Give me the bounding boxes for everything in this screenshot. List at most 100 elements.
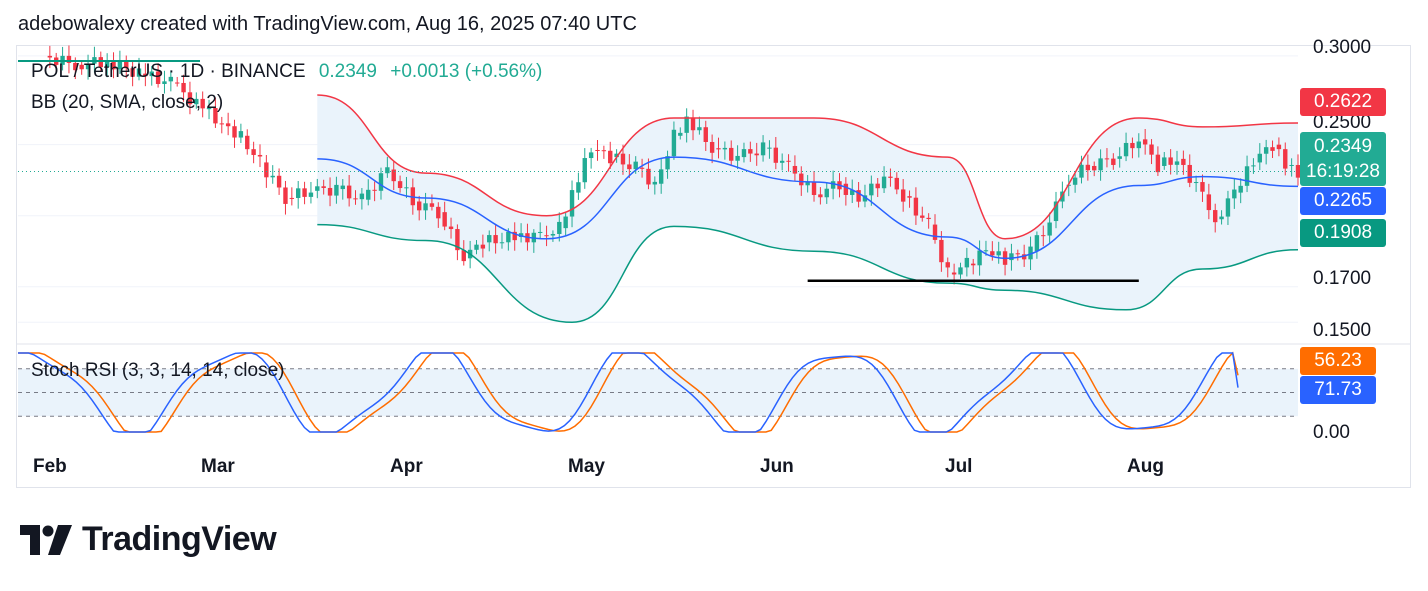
candle-body — [436, 206, 441, 219]
candle-body — [187, 92, 193, 105]
candle-body — [1232, 189, 1237, 199]
month-label-jun: Jun — [760, 456, 794, 477]
candle-body — [939, 239, 944, 263]
candle-body — [1244, 166, 1250, 186]
candle-body — [990, 251, 995, 256]
last-price-value: 0.2349 — [318, 61, 377, 82]
candle-body — [79, 64, 84, 70]
candle-body — [1130, 142, 1135, 149]
candle-body — [773, 147, 779, 163]
candle-body — [410, 187, 416, 206]
price-tick-3: 0.1500 — [1313, 320, 1372, 341]
candle-body — [455, 229, 460, 251]
candle-body — [372, 189, 377, 191]
candle-body — [270, 175, 275, 178]
candle-body — [181, 82, 186, 93]
bb-basis-badge: 0.2265 — [1300, 187, 1386, 215]
candle-body — [1225, 198, 1231, 217]
brand-name: TradingView — [82, 520, 277, 558]
candle-body — [1098, 158, 1103, 171]
last-price-badge-value: 0.2349 — [1313, 136, 1373, 157]
candle-body — [754, 153, 759, 156]
candle-body — [1238, 185, 1243, 193]
candle-body — [850, 190, 855, 195]
candle-body — [1200, 182, 1205, 192]
candle-body — [474, 244, 479, 250]
candle-body — [544, 235, 549, 237]
candle-body — [856, 190, 861, 202]
price-tick-2: 0.1700 — [1313, 268, 1372, 289]
candle-body — [480, 244, 486, 249]
candle-body — [245, 135, 250, 150]
bb-legend[interactable]: BB (20, SMA, close, 2) — [31, 92, 224, 113]
candle-body — [175, 82, 180, 84]
candle-body — [1206, 194, 1212, 211]
candle-body — [385, 167, 390, 174]
candle-body — [907, 196, 912, 198]
symbol-name: POL / TetherUS · 1D · BINANCE — [31, 61, 306, 82]
candle-body — [1181, 158, 1186, 165]
candle-body — [709, 141, 715, 153]
price-tick-0: 0.3000 — [1313, 37, 1372, 58]
candle-body — [461, 250, 466, 262]
candle-body — [760, 142, 766, 156]
candle-body — [200, 98, 205, 109]
price-change-value: +0.0013 (+0.56%) — [390, 61, 543, 82]
candle-body — [111, 61, 116, 70]
candle-body — [283, 187, 288, 204]
candle-body — [920, 215, 925, 218]
candle-body — [799, 173, 804, 186]
candle-body — [499, 242, 505, 244]
stoch-k-badge: 71.73 — [1300, 376, 1376, 404]
candle-body — [1041, 235, 1046, 237]
candle-body — [537, 231, 543, 233]
candle-body — [779, 160, 785, 163]
candle-body — [327, 187, 333, 196]
candle-body — [302, 188, 307, 197]
candle-body — [805, 181, 810, 186]
candle-body — [1060, 191, 1065, 202]
candle-body — [506, 231, 511, 243]
candle-body — [900, 189, 906, 202]
candle-body — [690, 118, 696, 131]
candle-body — [1034, 235, 1040, 252]
candle-body — [162, 81, 167, 84]
candle-body — [1021, 254, 1027, 260]
candle-body — [1263, 147, 1269, 154]
candle-body — [251, 149, 256, 155]
candle-body — [1187, 164, 1192, 183]
candle-body — [722, 147, 728, 150]
candle-body — [225, 123, 231, 127]
candle-body — [238, 131, 244, 138]
candle-body — [601, 150, 607, 152]
candle-body — [359, 193, 365, 200]
candle-body — [1079, 164, 1084, 178]
bb-upper-badge: 0.2622 — [1300, 88, 1386, 116]
symbol-legend[interactable]: POL / TetherUS · 1D · BINANCE 0.2349 +0.… — [31, 61, 542, 83]
candle-body — [741, 149, 747, 158]
candle-body — [639, 167, 645, 169]
candle-body — [862, 195, 868, 202]
candle-body — [818, 194, 823, 198]
candle-body — [1028, 246, 1033, 260]
candle-body — [1213, 210, 1218, 223]
month-label-may: May — [568, 456, 605, 477]
candle-body — [913, 197, 919, 216]
stoch-legend[interactable]: Stoch RSI (3, 3, 14, 14, close) — [31, 360, 285, 381]
candle-body — [1219, 216, 1224, 220]
candle-body — [1053, 201, 1059, 222]
candle-body — [257, 154, 263, 157]
month-label-feb: Feb — [33, 456, 67, 477]
candle-body — [951, 272, 957, 275]
candle-body — [136, 68, 142, 77]
candle-body — [219, 123, 224, 125]
candle-body — [729, 147, 734, 161]
candle-body — [321, 186, 326, 188]
candle-body — [932, 224, 938, 240]
candle-countdown: 16:19:28 — [1306, 161, 1380, 182]
candle-body — [684, 116, 689, 133]
candle-body — [633, 161, 638, 170]
candle-body — [869, 183, 874, 196]
candle-body — [875, 183, 880, 189]
